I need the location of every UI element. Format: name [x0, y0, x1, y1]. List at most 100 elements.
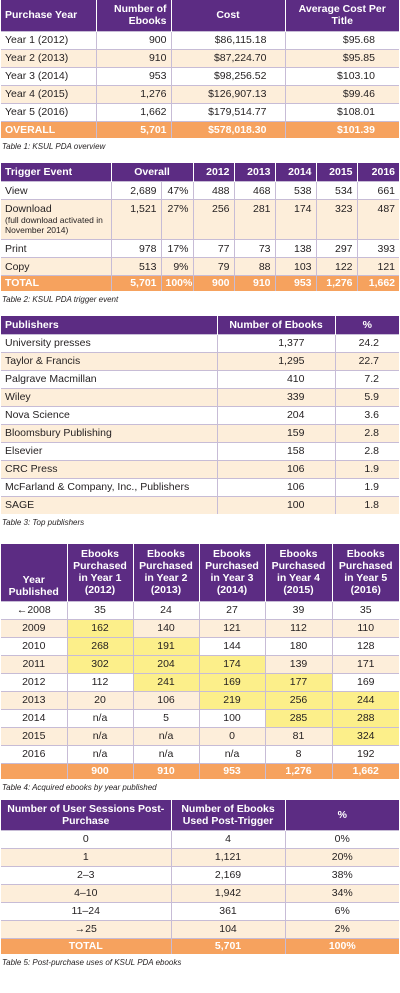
publisher-name-cell: Bloomsbury Publishing — [1, 423, 217, 442]
total-count-cell: 953 — [198, 762, 265, 779]
table-row: Wiley 339 5.9 — [1, 387, 399, 406]
purchase-year-cell: Year 5 (2016) — [1, 102, 96, 121]
year-count-cell: 281 — [233, 198, 276, 239]
header-year-3: Ebooks Purchased in Year 3 (2014) — [198, 544, 265, 601]
publisher-name-cell: Taylor & Francis — [1, 351, 217, 370]
header-2015: 2015 — [315, 163, 358, 181]
avg-cost-cell: $103.10 — [284, 66, 399, 85]
purchased-count-cell: 180 — [264, 636, 332, 655]
publisher-count-cell: 106 — [216, 477, 335, 496]
table-row: McFarland & Company, Inc., Publishers 106… — [1, 477, 399, 496]
table-trigger-event: Trigger Event Overall 2012 2013 2014 201… — [1, 163, 400, 291]
year-published-cell: 2012 — [1, 672, 67, 691]
total-pct-cell: 100% — [284, 937, 399, 954]
publisher-pct-cell: 1.8 — [334, 495, 399, 514]
purchased-count-cell: 112 — [66, 672, 133, 691]
year-count-cell: 174 — [274, 198, 317, 239]
year-count-cell: 103 — [274, 256, 317, 275]
purchased-count-cell: 35 — [331, 600, 399, 619]
overall-pct-cell: 27% — [160, 198, 194, 239]
publisher-pct-cell: 7.2 — [334, 369, 399, 388]
purchased-count-cell: 177 — [264, 672, 332, 691]
caption-table-1: Table 1: KSUL PDA overview — [2, 142, 106, 151]
publisher-name-cell: McFarland & Company, Inc., Publishers — [1, 477, 217, 496]
publisher-name-cell: Palgrave Macmillan — [1, 369, 217, 388]
total-count-cell: 5,701 — [110, 274, 161, 291]
table-pda-overview: Purchase Year Number of Ebooks Cost Aver… — [1, 0, 399, 138]
purchased-count-cell: 140 — [132, 618, 199, 637]
table-row: 0 4 0% — [1, 829, 399, 848]
purchased-count-cell: 285 — [264, 708, 332, 727]
publisher-count-cell: 204 — [216, 405, 335, 424]
table-row: 2015 n/a n/a 0 81 324 — [1, 726, 399, 745]
purchased-count-cell: 81 — [264, 726, 332, 745]
publisher-count-cell: 106 — [216, 459, 335, 478]
overall-count-cell: 1,521 — [110, 198, 161, 239]
ebooks-used-cell: 104 — [170, 919, 285, 938]
purchase-year-cell: Year 3 (2014) — [1, 66, 96, 85]
table-row: CRC Press 106 1.9 — [1, 459, 399, 478]
total-ebooks-count-cell: 5,701 — [95, 120, 171, 138]
table-row: Year 5 (2016) 1,662 $179,514.77 $108.01 — [1, 102, 399, 121]
header-year-2: Ebooks Purchased in Year 2 (2013) — [132, 544, 199, 601]
year-count-cell: 661 — [356, 180, 400, 199]
purchased-count-cell: 100 — [198, 708, 265, 727]
year-published-cell: ←2008 — [1, 600, 67, 619]
publisher-pct-cell: 1.9 — [334, 459, 399, 478]
total-pct-cell: 100% — [160, 274, 194, 291]
year-count-cell: 538 — [274, 180, 317, 199]
pct-cell: 2% — [284, 919, 399, 938]
table-top-publishers: Publishers Number of Ebooks % University… — [1, 316, 399, 514]
header-number-of-ebooks: Number of Ebooks — [216, 316, 335, 334]
table-row: →25 104 2% — [1, 919, 399, 938]
total-year-cell: 1,276 — [315, 274, 358, 291]
table-row: Year 4 (2015) 1,276 $126,907.13 $99.46 — [1, 84, 399, 103]
sessions-cell: 11–24 — [1, 901, 171, 920]
purchased-count-cell: 219 — [198, 690, 265, 709]
publisher-count-cell: 1,295 — [216, 351, 335, 370]
header-purchase-year: Purchase Year — [1, 0, 96, 31]
avg-cost-cell: $95.68 — [284, 30, 399, 49]
table-row: Bloomsbury Publishing 159 2.8 — [1, 423, 399, 442]
table-row: 2014 n/a 5 100 285 288 — [1, 708, 399, 727]
purchased-count-cell: n/a — [132, 744, 199, 763]
header-overall: Overall — [110, 163, 194, 181]
header-2013: 2013 — [233, 163, 276, 181]
year-published-cell: 2011 — [1, 654, 67, 673]
publisher-pct-cell: 5.9 — [334, 387, 399, 406]
purchased-count-cell: n/a — [66, 726, 133, 745]
ebooks-used-cell: 361 — [170, 901, 285, 920]
purchased-count-cell: 27 — [198, 600, 265, 619]
trigger-label: Copy — [5, 260, 30, 273]
header-ebooks-used: Number of Ebooks Used Post-Trigger — [170, 800, 285, 830]
purchased-count-cell: 128 — [331, 636, 399, 655]
table-row: 2012 112 241 169 177 169 — [1, 672, 399, 691]
purchased-count-cell: 139 — [264, 654, 332, 673]
total-count-cell: 910 — [132, 762, 199, 779]
purchased-count-cell: 0 — [198, 726, 265, 745]
total-year-cell: 900 — [192, 274, 235, 291]
ebooks-count-cell: 1,276 — [95, 84, 171, 103]
table-row: Download (full download activated in Nove… — [1, 198, 400, 239]
year-published-cell: 2010 — [1, 636, 67, 655]
year-published-cell: 2009 — [1, 618, 67, 637]
caption-table-4: Table 4: Acquired ebooks by year publish… — [2, 783, 157, 792]
header-2014: 2014 — [274, 163, 317, 181]
purchased-count-cell: n/a — [198, 744, 265, 763]
year-count-cell: 256 — [192, 198, 235, 239]
total-count-cell: 1,276 — [264, 762, 332, 779]
purchased-count-cell: 324 — [331, 726, 399, 745]
trigger-event-cell: View — [1, 180, 111, 199]
table-post-purchase-uses: Number of User Sessions Post-Purchase Nu… — [1, 800, 399, 954]
header-year-4: Ebooks Purchased in Year 4 (2015) — [264, 544, 332, 601]
purchased-count-cell: 268 — [66, 636, 133, 655]
purchased-count-cell: 192 — [331, 744, 399, 763]
cost-cell: $98,256.52 — [170, 66, 285, 85]
table-row: 1 1,121 20% — [1, 847, 399, 866]
year-count-cell: 122 — [315, 256, 358, 275]
publisher-name-cell: University presses — [1, 333, 217, 352]
year-count-cell: 393 — [356, 238, 400, 257]
purchased-count-cell: 8 — [264, 744, 332, 763]
overall-count-cell: 978 — [110, 238, 161, 257]
publisher-pct-cell: 1.9 — [334, 477, 399, 496]
